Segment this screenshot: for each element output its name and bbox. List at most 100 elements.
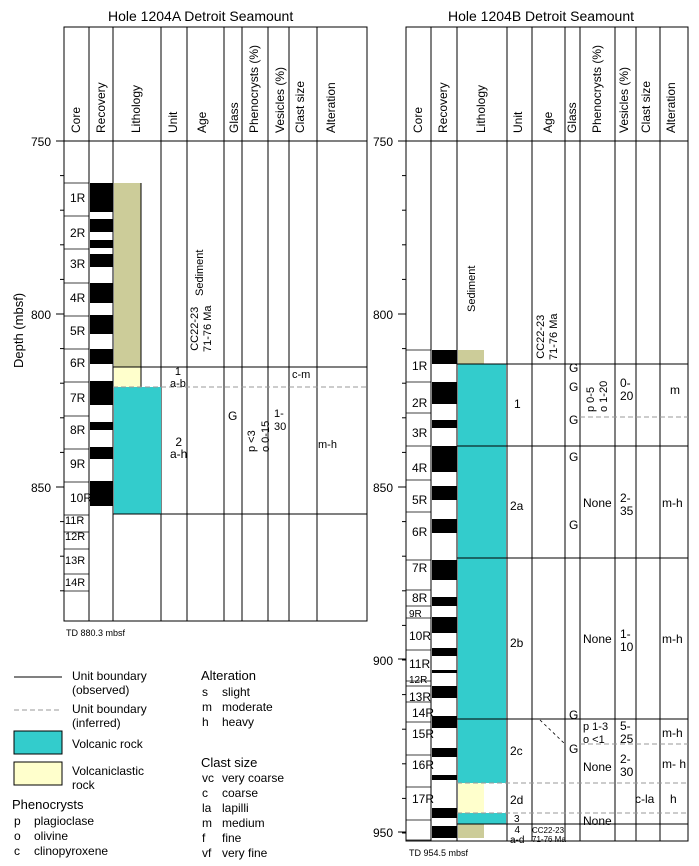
right-core-16R: 16R <box>412 758 435 772</box>
left-recovery-block <box>90 219 113 232</box>
legend-clast-f-val: fine <box>222 831 242 845</box>
left-core-11R: 11R <box>65 515 85 527</box>
right-unit-2c: 2c <box>510 744 523 758</box>
right-recovery-block <box>432 808 457 818</box>
left-recovery-block <box>90 481 113 506</box>
left-tick-850: 850 <box>31 481 52 495</box>
right-age-label: CC22-23 71-76 Ma <box>535 313 560 360</box>
right-header-glass: Glass <box>565 102 579 133</box>
right-alteration-1: m <box>670 383 680 397</box>
legend-inferred-label: Unit boundary (inferred) <box>72 702 147 730</box>
legend-phen-o-val: olivine <box>34 829 69 843</box>
left-header-alteration: Alteration <box>324 82 338 133</box>
left-header-age: Age <box>195 111 209 133</box>
legend-phen-c-key: c <box>14 844 20 858</box>
right-vesicles-4: 5- 25 <box>620 719 634 746</box>
legend-alt-s-val: slight <box>222 685 251 699</box>
left-alteration: m-h <box>318 439 337 451</box>
right-header-phenocrysts-: Phenocrysts (%) <box>590 44 604 133</box>
legend-alt-h-val: heavy <box>222 715 255 729</box>
right-recovery-block <box>432 826 457 838</box>
right-header-recovery: Recovery <box>436 82 450 133</box>
left-recovery-block <box>90 240 113 248</box>
left-recovery-block <box>90 422 113 430</box>
right-phenocrysts-3: None <box>583 632 612 646</box>
left-core-8R: 8R <box>70 423 86 437</box>
left-clast: c-m <box>292 369 311 381</box>
right-header-core: Core <box>411 106 425 133</box>
right-unit-4: 4 a-d <box>510 825 525 846</box>
left-header-lithology: Lithology <box>129 84 143 133</box>
right-core-9R: 9R <box>409 609 422 620</box>
legend-clast-vc-val: very coarse <box>222 771 285 785</box>
left-core-1R: 1R <box>70 191 86 205</box>
right-header-unit: Unit <box>511 111 525 133</box>
left-core-9R: 9R <box>70 457 86 471</box>
left-header-glass: Glass <box>227 102 241 133</box>
legend-clast-c-val: coarse <box>222 786 259 800</box>
right-recovery-block <box>432 617 457 633</box>
right-frame <box>405 26 689 842</box>
left-sediment-label: Sediment <box>194 249 206 296</box>
right-core-15R: 15R <box>412 727 435 741</box>
left-glass: G <box>228 409 238 423</box>
legend-clast-vf-key: vf <box>202 846 212 860</box>
right-recovery-block <box>432 420 457 428</box>
right-core-7R: 7R <box>412 561 428 575</box>
right-sediment-fill <box>458 350 484 364</box>
right-glass-4: G <box>569 450 579 464</box>
right-header-age: Age <box>541 111 555 133</box>
left-header-core: Core <box>69 106 83 133</box>
right-volcanic-fill-3 <box>458 813 506 824</box>
right-phenocrysts-6: None <box>583 814 612 828</box>
legend-volcaniclastic-label: Volcaniclastic rock <box>72 764 145 792</box>
legend-alt-m-key: m <box>202 700 212 714</box>
left-vesicles: 1- 30 <box>274 408 287 433</box>
legend-phen-p-val: plagioclase <box>34 814 95 828</box>
right-alteration-5: m- h <box>662 757 686 771</box>
right-tick-800: 800 <box>373 308 394 322</box>
legend-clast-la-key: la <box>202 801 212 815</box>
right-core-11R: 11R <box>409 657 431 671</box>
right-title: Hole 1204B Detroit Seamount <box>448 8 634 24</box>
left-core-6R: 6R <box>70 356 86 370</box>
right-clast: c-la <box>635 792 655 806</box>
left-header-phenocrysts-: Phenocrysts (%) <box>247 44 261 133</box>
left-core-13R: 13R <box>65 555 86 567</box>
left-frame <box>63 26 368 622</box>
right-volcanic-fill <box>458 364 506 783</box>
legend-alt-h-key: h <box>202 715 209 729</box>
left-tick-750: 750 <box>31 135 52 149</box>
right-core-14R: 14R <box>412 706 435 720</box>
left-tick-800: 800 <box>31 308 52 322</box>
left-recovery-block <box>90 254 113 267</box>
right-recovery-block <box>432 350 457 364</box>
right-header-clast-size: Clast size <box>639 80 653 133</box>
left-volcanic-fill <box>114 387 161 514</box>
left-header-unit: Unit <box>166 111 180 133</box>
right-recovery-block <box>432 446 457 472</box>
right-sediment-fill-4 <box>458 824 484 838</box>
left-core-4R: 4R <box>70 291 86 305</box>
right-glass-6: G <box>569 708 579 722</box>
left-td: TD 880.3 mbsf <box>66 628 126 638</box>
right-age-small: CC22-23 71-76 Ma <box>532 826 566 844</box>
right-recovery-block <box>432 560 457 580</box>
right-core-3R: 3R <box>412 426 428 440</box>
right-glass-7: G <box>569 742 579 756</box>
legend-clast-f-key: f <box>202 831 206 845</box>
right-recovery-block <box>432 486 457 500</box>
right-tick-750: 750 <box>373 135 394 149</box>
legend-phen-c-val: clinopyroxene <box>34 844 109 858</box>
left-core-7R: 7R <box>70 391 86 405</box>
right-core-6R: 6R <box>412 525 428 539</box>
right-core-13R: 13R <box>409 690 432 704</box>
right-core-1R: 1R <box>412 359 428 373</box>
right-vesicles-1: 0- 20 <box>620 376 634 403</box>
right-volcaniclastic-fill <box>458 783 484 813</box>
right-core-4R: 4R <box>412 461 428 475</box>
left-core-2R: 2R <box>70 226 86 240</box>
right-header-lithology: Lithology <box>474 84 488 133</box>
legend-alteration-title: Alteration <box>201 668 256 683</box>
